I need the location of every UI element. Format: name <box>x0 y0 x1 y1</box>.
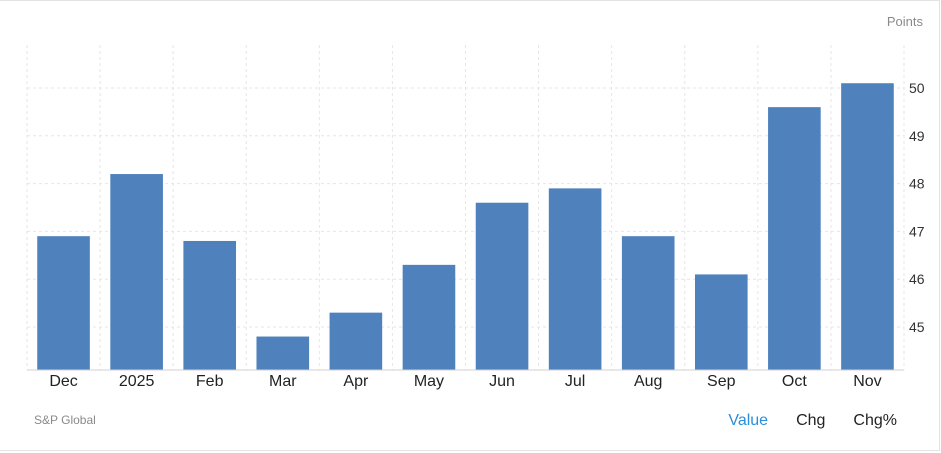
bar-jul[interactable] <box>548 188 602 370</box>
y-tick-label: 48 <box>909 176 925 192</box>
bar-sep[interactable] <box>694 274 748 370</box>
bars-group <box>37 83 894 370</box>
x-tick-label: 2025 <box>119 373 155 390</box>
y-tick-labels: 45 46 47 48 49 50 <box>909 80 925 335</box>
x-tick-label: Jul <box>565 373 585 390</box>
x-tick-label: Oct <box>782 373 807 390</box>
bar-may[interactable] <box>402 264 456 370</box>
view-tabs: Value Chg Chg% <box>728 412 897 430</box>
y-tick-label: 50 <box>909 80 925 96</box>
y-tick-label: 47 <box>909 223 925 239</box>
bar-feb[interactable] <box>183 240 237 370</box>
x-tick-label: Jun <box>489 373 515 390</box>
x-tick-label: Nov <box>853 373 881 390</box>
x-tick-label: Feb <box>196 373 224 390</box>
bar-jun[interactable] <box>475 202 529 370</box>
x-tick-label: Sep <box>707 373 736 390</box>
bar-dec[interactable] <box>37 236 90 370</box>
tab-chg[interactable]: Chg <box>796 412 826 429</box>
y-tick-label: 45 <box>909 319 925 335</box>
y-tick-label: 46 <box>909 271 925 287</box>
bar-2025[interactable] <box>110 174 163 370</box>
unit-label: Points <box>886 14 923 29</box>
x-tick-labels: Dec 2025 Feb Mar Apr May Jun Jul Aug Sep Oct Nov <box>49 373 881 390</box>
bar-apr[interactable] <box>329 312 383 370</box>
x-tick-label: Aug <box>634 373 662 390</box>
x-tick-label: Apr <box>343 373 369 390</box>
x-tick-label: May <box>414 373 444 390</box>
tab-chg-percent[interactable]: Chg% <box>853 412 897 429</box>
x-tick-label: Dec <box>49 373 77 390</box>
bar-aug[interactable] <box>621 236 675 370</box>
bar-oct[interactable] <box>768 107 821 370</box>
source-label: S&P Global <box>34 413 96 427</box>
bar-mar[interactable] <box>256 336 310 370</box>
y-tick-label: 49 <box>909 128 925 144</box>
x-tick-label: Mar <box>269 373 297 390</box>
grid-lines <box>26 45 905 370</box>
tab-value[interactable]: Value <box>728 412 769 429</box>
bar-nov[interactable] <box>841 83 894 370</box>
